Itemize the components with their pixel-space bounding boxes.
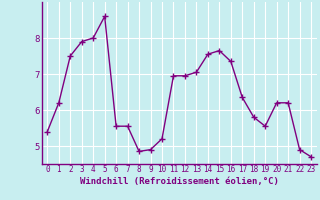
X-axis label: Windchill (Refroidissement éolien,°C): Windchill (Refroidissement éolien,°C) — [80, 177, 279, 186]
